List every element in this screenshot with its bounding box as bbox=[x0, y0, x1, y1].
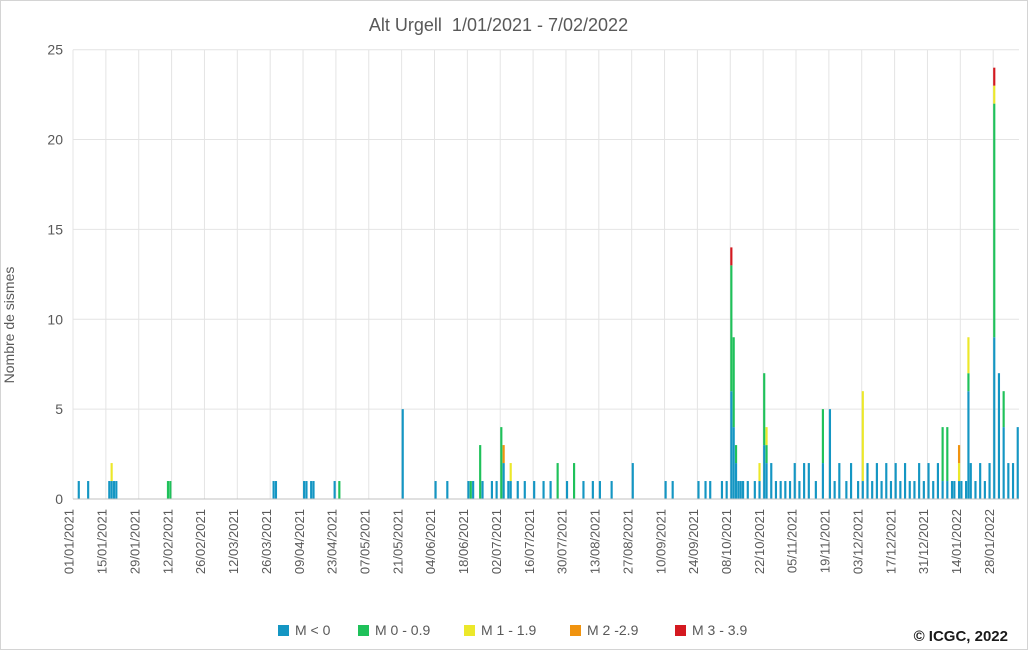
svg-text:08/10/2021: 08/10/2021 bbox=[719, 509, 734, 574]
svg-text:01/01/2021: 01/01/2021 bbox=[62, 509, 77, 574]
svg-text:20: 20 bbox=[47, 132, 63, 148]
svg-text:23/04/2021: 23/04/2021 bbox=[325, 509, 340, 574]
svg-text:28/01/2022: 28/01/2022 bbox=[982, 509, 997, 574]
svg-text:12/03/2021: 12/03/2021 bbox=[226, 509, 241, 574]
svg-text:15: 15 bbox=[47, 221, 63, 237]
svg-text:10: 10 bbox=[47, 311, 63, 327]
svg-text:19/11/2021: 19/11/2021 bbox=[818, 509, 833, 573]
svg-text:10/09/2021: 10/09/2021 bbox=[653, 509, 668, 574]
svg-text:31/12/2021: 31/12/2021 bbox=[916, 509, 931, 574]
svg-text:12/02/2021: 12/02/2021 bbox=[160, 509, 175, 574]
svg-text:26/02/2021: 26/02/2021 bbox=[193, 509, 208, 574]
svg-text:30/07/2021: 30/07/2021 bbox=[555, 509, 570, 574]
svg-text:04/06/2021: 04/06/2021 bbox=[423, 509, 438, 574]
svg-text:09/04/2021: 09/04/2021 bbox=[292, 509, 307, 574]
svg-text:13/08/2021: 13/08/2021 bbox=[588, 509, 603, 574]
svg-text:21/05/2021: 21/05/2021 bbox=[390, 509, 405, 574]
svg-text:14/01/2022: 14/01/2022 bbox=[949, 509, 964, 574]
svg-text:0: 0 bbox=[55, 491, 63, 507]
svg-text:16/07/2021: 16/07/2021 bbox=[522, 509, 537, 574]
svg-text:27/08/2021: 27/08/2021 bbox=[620, 509, 635, 574]
svg-text:5: 5 bbox=[55, 401, 63, 417]
svg-text:18/06/2021: 18/06/2021 bbox=[456, 509, 471, 574]
svg-text:25: 25 bbox=[47, 42, 63, 58]
svg-text:22/10/2021: 22/10/2021 bbox=[752, 509, 767, 574]
svg-text:05/11/2021: 05/11/2021 bbox=[785, 509, 800, 573]
svg-text:24/09/2021: 24/09/2021 bbox=[686, 509, 701, 574]
svg-text:02/07/2021: 02/07/2021 bbox=[489, 509, 504, 574]
svg-text:03/12/2021: 03/12/2021 bbox=[850, 509, 865, 574]
svg-text:17/12/2021: 17/12/2021 bbox=[883, 509, 898, 574]
svg-text:29/01/2021: 29/01/2021 bbox=[127, 509, 142, 574]
svg-text:15/01/2021: 15/01/2021 bbox=[95, 509, 110, 574]
svg-text:26/03/2021: 26/03/2021 bbox=[259, 509, 274, 574]
svg-text:07/05/2021: 07/05/2021 bbox=[357, 509, 372, 574]
